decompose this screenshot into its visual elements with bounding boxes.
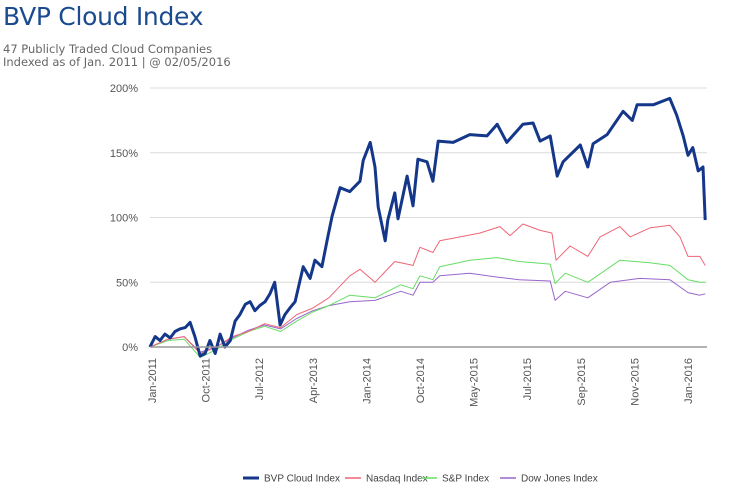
x-tick-label: Jan-2011 xyxy=(147,358,159,403)
y-tick-label: 0% xyxy=(122,342,138,354)
y-tick-label: 200% xyxy=(110,83,138,95)
legend-label: Nasdaq Index xyxy=(366,474,428,485)
x-tick-label: Oct-2014 xyxy=(415,358,427,403)
series-line-bvp-cloud-index xyxy=(148,96,707,358)
x-tick-label: Apr-2013 xyxy=(308,358,320,403)
x-tick-label: Jan-2014 xyxy=(361,358,373,404)
page-title: BVP Cloud Index xyxy=(3,2,204,31)
series-line-dow-jones-index xyxy=(149,272,706,353)
x-tick-label: Jan-2016 xyxy=(683,358,695,404)
series-line-nasdaq-index xyxy=(149,223,706,354)
subtitle-companies: 47 Publicly Traded Cloud Companies xyxy=(3,42,213,56)
subtitle-indexed-date: Indexed as of Jan. 2011 | @ 02/05/2016 xyxy=(3,55,231,69)
x-tick-label: Oct-2011 xyxy=(201,358,213,402)
legend-label: Dow Jones Index xyxy=(521,474,598,485)
y-tick-label: 50% xyxy=(116,277,138,289)
legend-label: BVP Cloud Index xyxy=(264,474,340,485)
y-tick-label: 100% xyxy=(110,213,138,225)
legend-label: S&P Index xyxy=(442,474,489,485)
series-line-s-p-index xyxy=(149,257,706,358)
x-tick-label: Jul-2012 xyxy=(254,358,266,400)
x-tick-label: May-2015 xyxy=(469,358,481,407)
y-tick-label: 150% xyxy=(110,148,138,160)
x-tick-label: Sep-2015 xyxy=(576,358,588,406)
x-tick-label: Nov-2015 xyxy=(629,358,641,406)
x-tick-label: Jul-2015 xyxy=(522,358,534,400)
